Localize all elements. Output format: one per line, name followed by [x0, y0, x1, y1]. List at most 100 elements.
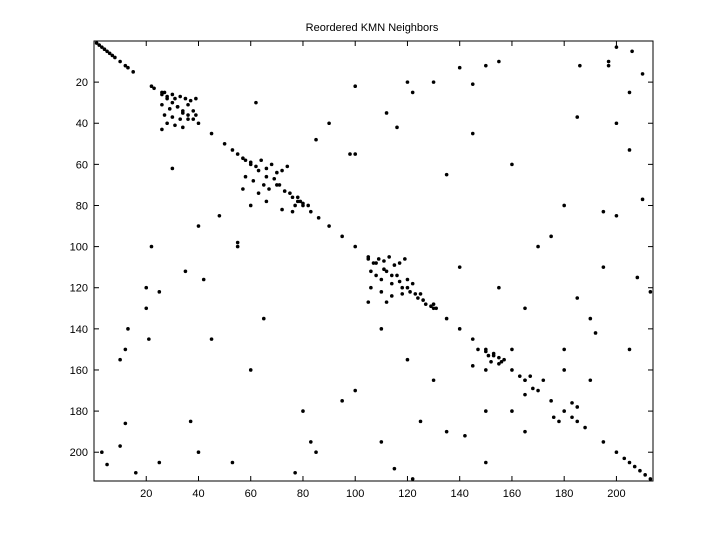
point [170, 166, 175, 171]
point [632, 464, 637, 469]
point [497, 362, 501, 366]
point [486, 353, 491, 358]
point [309, 440, 313, 444]
point [536, 244, 540, 249]
point [614, 213, 619, 218]
point [170, 92, 175, 97]
point [484, 368, 488, 372]
point [470, 82, 475, 86]
point [149, 244, 154, 249]
point [110, 53, 115, 58]
point [186, 117, 190, 121]
point [570, 401, 574, 405]
point [614, 450, 619, 455]
point [175, 104, 180, 109]
point [191, 117, 196, 121]
point [374, 273, 378, 278]
point [366, 257, 371, 261]
point [295, 195, 300, 200]
point [235, 244, 240, 249]
point [484, 460, 488, 465]
point [627, 347, 632, 352]
point [470, 364, 475, 368]
point [157, 460, 162, 465]
point [384, 111, 389, 115]
point [510, 347, 514, 352]
point [144, 306, 149, 311]
point [340, 399, 344, 403]
point [126, 327, 130, 331]
point [551, 415, 556, 420]
point [549, 399, 553, 403]
point [606, 63, 611, 68]
point [181, 125, 185, 130]
point [421, 298, 425, 302]
point [256, 168, 261, 173]
point [484, 63, 488, 68]
point [275, 183, 279, 187]
point [640, 197, 645, 202]
point [353, 84, 358, 89]
y-tick-label: 140 [70, 324, 88, 336]
point [387, 255, 391, 259]
point [444, 172, 449, 177]
point [280, 207, 284, 212]
point [510, 368, 514, 372]
point [575, 296, 580, 300]
point [160, 90, 164, 95]
point [235, 152, 240, 156]
point [382, 259, 386, 263]
point [405, 277, 410, 282]
point [410, 90, 415, 95]
point [536, 388, 540, 393]
point [178, 117, 183, 121]
point [405, 357, 410, 362]
point [241, 156, 245, 160]
point [640, 72, 645, 76]
point [209, 337, 214, 341]
point [614, 121, 619, 126]
point [562, 347, 566, 352]
point [162, 113, 167, 117]
point [230, 460, 235, 465]
point [191, 109, 196, 113]
point [638, 468, 642, 473]
x-tick-label: 180 [555, 488, 573, 500]
point [523, 378, 527, 383]
point [340, 234, 344, 239]
point [575, 419, 580, 424]
point [379, 440, 384, 444]
point [160, 102, 164, 107]
point [309, 209, 313, 214]
point [410, 477, 415, 481]
point [431, 302, 436, 306]
point [348, 152, 352, 156]
point [105, 462, 109, 467]
point [209, 131, 214, 136]
point [523, 306, 527, 311]
point [389, 281, 394, 286]
point [261, 316, 266, 321]
x-tick-label: 200 [607, 488, 625, 500]
point [353, 152, 358, 156]
point [463, 433, 467, 438]
point [541, 378, 546, 383]
point [188, 419, 193, 424]
point [277, 183, 282, 187]
point [165, 94, 169, 99]
point [113, 55, 117, 60]
point [382, 267, 386, 272]
point [601, 209, 606, 214]
point [457, 327, 462, 331]
point [196, 450, 201, 455]
point [301, 201, 305, 206]
point [434, 306, 438, 311]
y-tick-label: 160 [70, 365, 88, 377]
point [369, 269, 373, 274]
point [235, 240, 240, 245]
point [118, 59, 122, 64]
point [648, 477, 653, 481]
point [162, 90, 167, 95]
point [476, 347, 480, 352]
